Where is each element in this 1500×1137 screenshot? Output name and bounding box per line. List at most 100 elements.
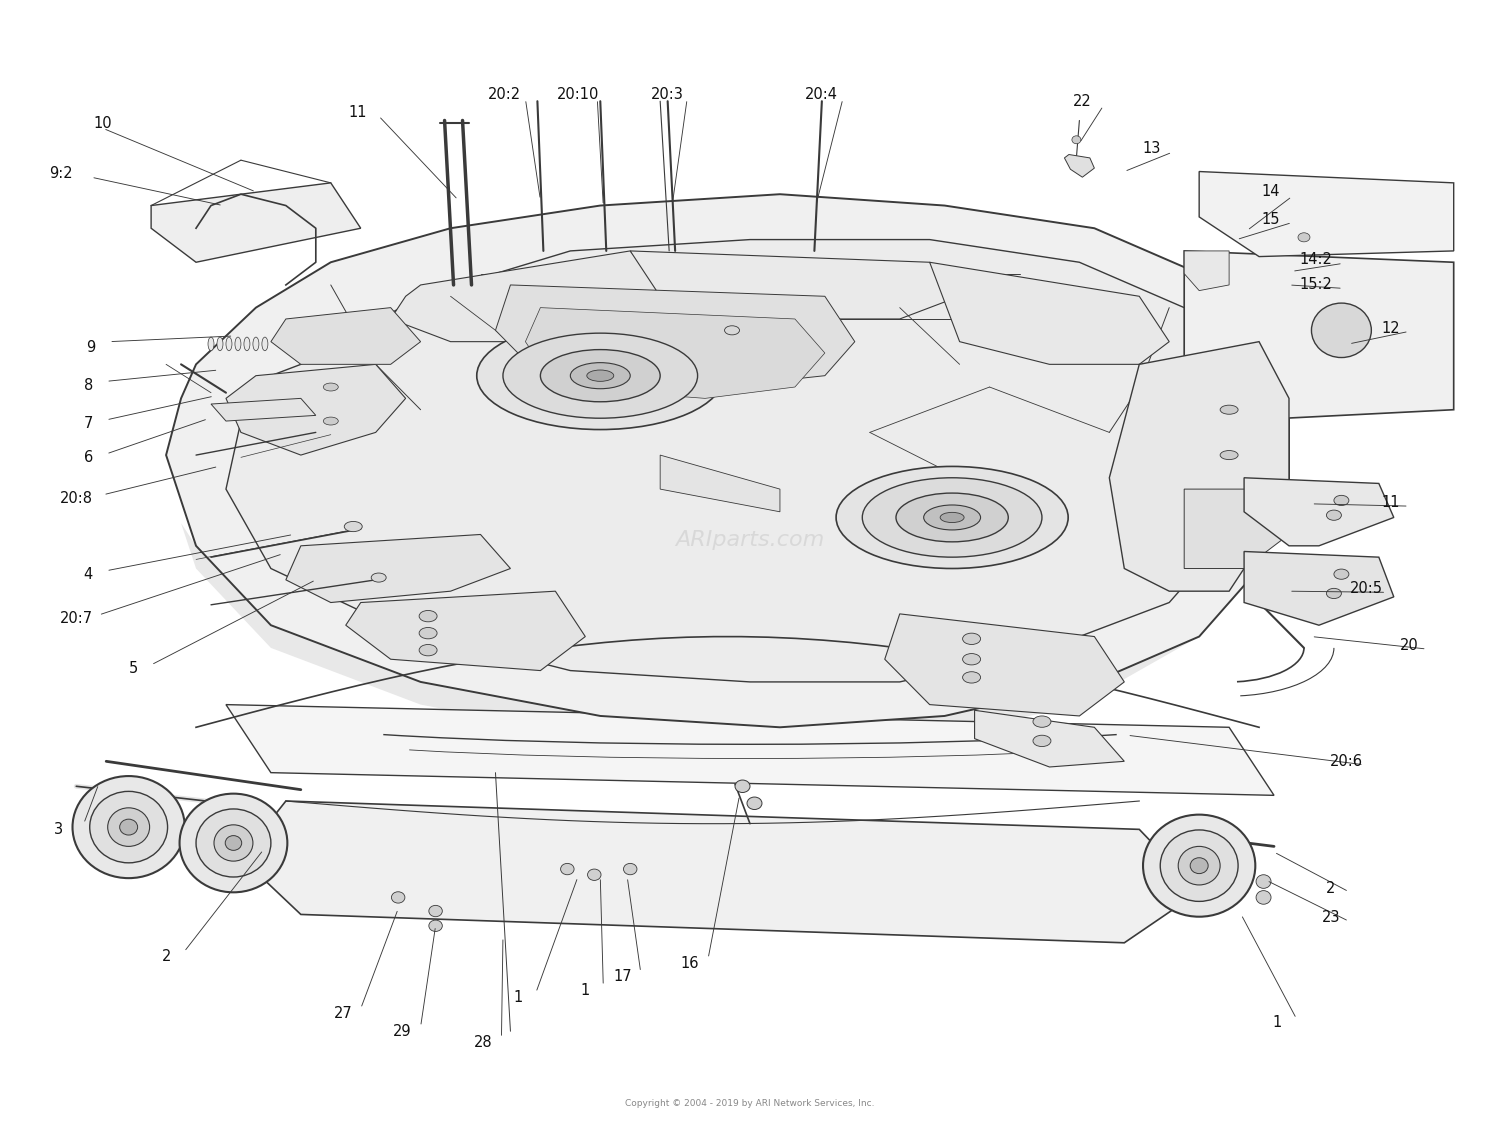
Ellipse shape bbox=[896, 493, 1008, 542]
Ellipse shape bbox=[217, 337, 223, 350]
Text: 22: 22 bbox=[1072, 93, 1092, 109]
Ellipse shape bbox=[1326, 511, 1341, 521]
Text: 13: 13 bbox=[1142, 141, 1161, 157]
Polygon shape bbox=[1198, 172, 1454, 257]
Text: 17: 17 bbox=[614, 970, 632, 985]
Ellipse shape bbox=[324, 417, 339, 425]
Ellipse shape bbox=[1220, 496, 1238, 505]
Ellipse shape bbox=[196, 808, 272, 877]
Ellipse shape bbox=[940, 513, 964, 523]
Text: 16: 16 bbox=[681, 956, 699, 971]
Text: 14:2: 14:2 bbox=[1299, 252, 1332, 267]
Ellipse shape bbox=[180, 794, 288, 893]
Text: 1: 1 bbox=[513, 989, 522, 1005]
Ellipse shape bbox=[324, 383, 339, 391]
Polygon shape bbox=[660, 455, 780, 512]
Polygon shape bbox=[226, 240, 1258, 682]
Ellipse shape bbox=[244, 337, 250, 350]
Text: 20:4: 20:4 bbox=[806, 86, 838, 102]
Ellipse shape bbox=[477, 322, 724, 430]
Text: 8: 8 bbox=[84, 379, 93, 393]
Ellipse shape bbox=[624, 863, 638, 874]
Text: 9: 9 bbox=[87, 340, 96, 355]
Ellipse shape bbox=[419, 628, 436, 639]
Polygon shape bbox=[286, 534, 510, 603]
Text: 15:2: 15:2 bbox=[1299, 277, 1332, 292]
Ellipse shape bbox=[862, 478, 1042, 557]
Text: 4: 4 bbox=[84, 566, 93, 582]
Ellipse shape bbox=[1143, 814, 1256, 916]
Polygon shape bbox=[226, 705, 1274, 796]
Text: 28: 28 bbox=[474, 1035, 494, 1051]
Ellipse shape bbox=[214, 824, 254, 861]
Text: 20:8: 20:8 bbox=[60, 491, 93, 506]
Ellipse shape bbox=[392, 891, 405, 903]
Text: 11: 11 bbox=[1382, 496, 1400, 511]
Ellipse shape bbox=[226, 337, 232, 350]
Ellipse shape bbox=[561, 863, 574, 874]
Ellipse shape bbox=[586, 370, 613, 381]
Text: 1: 1 bbox=[580, 982, 590, 998]
Ellipse shape bbox=[1326, 588, 1341, 598]
Ellipse shape bbox=[72, 777, 184, 878]
Text: 2: 2 bbox=[1326, 881, 1335, 896]
Polygon shape bbox=[1184, 489, 1288, 568]
Text: 20:10: 20:10 bbox=[556, 86, 598, 102]
Polygon shape bbox=[152, 183, 360, 263]
Ellipse shape bbox=[120, 819, 138, 835]
Polygon shape bbox=[242, 800, 1198, 943]
Ellipse shape bbox=[90, 791, 168, 863]
Text: 15: 15 bbox=[1262, 211, 1281, 226]
Ellipse shape bbox=[1160, 830, 1238, 902]
Ellipse shape bbox=[429, 905, 442, 916]
Polygon shape bbox=[1184, 251, 1228, 291]
Text: 14: 14 bbox=[1262, 184, 1281, 199]
Ellipse shape bbox=[262, 337, 268, 350]
Ellipse shape bbox=[1334, 568, 1348, 579]
Ellipse shape bbox=[570, 363, 630, 389]
Ellipse shape bbox=[963, 654, 981, 665]
Text: 20:5: 20:5 bbox=[1350, 581, 1383, 597]
Text: 1: 1 bbox=[1272, 1014, 1281, 1030]
Ellipse shape bbox=[1034, 716, 1052, 728]
Text: 12: 12 bbox=[1382, 321, 1400, 335]
Polygon shape bbox=[1110, 341, 1288, 591]
Ellipse shape bbox=[225, 836, 242, 850]
Ellipse shape bbox=[1190, 857, 1208, 873]
Ellipse shape bbox=[963, 633, 981, 645]
Polygon shape bbox=[272, 308, 420, 364]
Ellipse shape bbox=[1298, 233, 1310, 242]
Text: 10: 10 bbox=[94, 116, 112, 132]
Polygon shape bbox=[495, 285, 855, 387]
Ellipse shape bbox=[1311, 304, 1371, 357]
Text: 7: 7 bbox=[84, 416, 93, 431]
Text: 3: 3 bbox=[54, 822, 63, 837]
Text: 5: 5 bbox=[129, 661, 138, 675]
Ellipse shape bbox=[1178, 846, 1219, 885]
Ellipse shape bbox=[1072, 135, 1082, 143]
Text: 23: 23 bbox=[1322, 911, 1340, 926]
Text: 20:7: 20:7 bbox=[60, 611, 93, 625]
Ellipse shape bbox=[209, 337, 214, 350]
Polygon shape bbox=[226, 364, 405, 455]
Ellipse shape bbox=[724, 326, 740, 335]
Polygon shape bbox=[346, 591, 585, 671]
Text: 20:6: 20:6 bbox=[1329, 754, 1362, 769]
Text: 29: 29 bbox=[393, 1023, 412, 1039]
Ellipse shape bbox=[836, 466, 1068, 568]
Polygon shape bbox=[1184, 251, 1454, 421]
Ellipse shape bbox=[735, 780, 750, 792]
Ellipse shape bbox=[1256, 874, 1270, 888]
Text: 20:3: 20:3 bbox=[651, 86, 684, 102]
Polygon shape bbox=[390, 251, 660, 341]
Polygon shape bbox=[930, 263, 1168, 364]
Text: 11: 11 bbox=[348, 105, 368, 121]
Polygon shape bbox=[211, 398, 316, 421]
Text: ARIparts.com: ARIparts.com bbox=[675, 530, 825, 550]
Ellipse shape bbox=[419, 645, 436, 656]
Polygon shape bbox=[630, 251, 960, 319]
Text: 27: 27 bbox=[333, 1005, 352, 1021]
Ellipse shape bbox=[1220, 450, 1238, 459]
Polygon shape bbox=[166, 478, 1258, 750]
Ellipse shape bbox=[108, 807, 150, 846]
